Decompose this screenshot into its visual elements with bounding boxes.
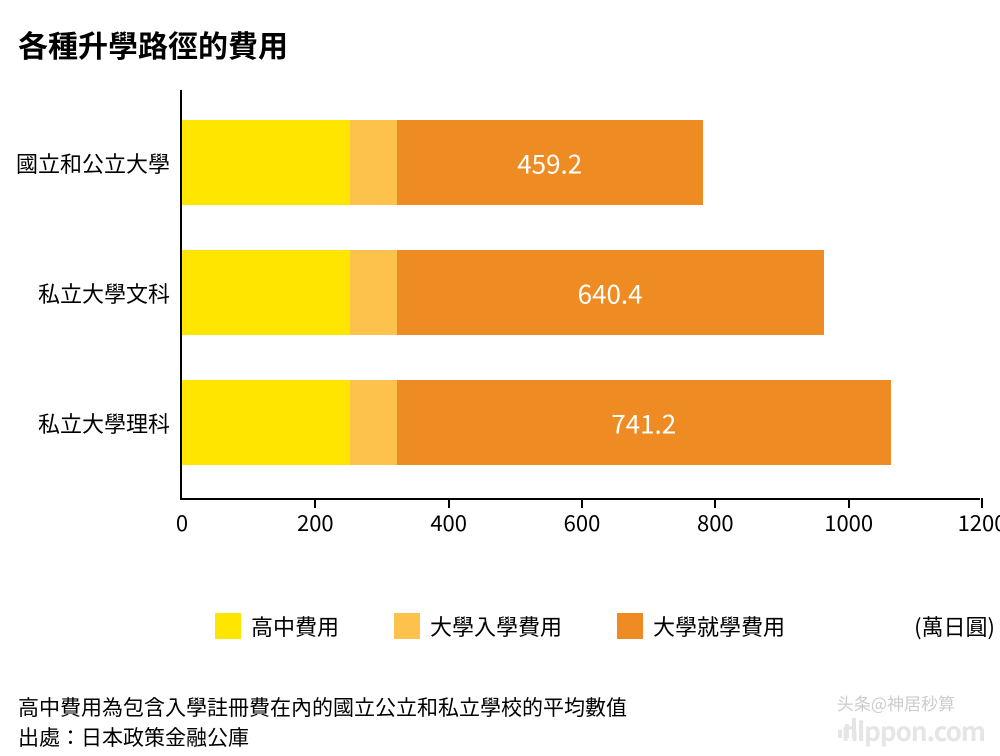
bar-value-label: 640.4 [578,274,643,311]
watermark-brand: nippon.com [842,712,985,749]
category-label: 私立大學理科 [0,407,170,439]
x-tick-label: 1000 [824,506,873,538]
bar-segment: 640.4 [397,250,824,335]
bar-segment [350,120,397,205]
bar-segment [182,380,350,465]
legend-item: 高中費用 [215,610,339,642]
bar-segment [350,380,397,465]
bar-segment: 741.2 [397,380,891,465]
footnote-1: 高中費用為包含入學註冊費在內的國立公立和私立學校的平均數值 [18,692,627,722]
legend-item: 大學入學費用 [394,610,562,642]
chart-title: 各種升學路徑的費用 [18,22,288,66]
x-tick-label: 200 [297,506,334,538]
legend-label: 大學入學費用 [430,610,562,642]
chart-area: 020040060080010001200459.2640.4741.2 (萬日… [0,90,1000,570]
footnote-2: 出處：日本政策金融公庫 [18,722,249,752]
bar-segment: 459.2 [397,120,703,205]
bar-segment [182,120,350,205]
bar-row: 741.2 [182,380,980,465]
legend-label: 高中費用 [251,610,339,642]
legend-item: 大學就學費用 [617,610,785,642]
bar-value-label: 459.2 [517,144,582,181]
x-tick-label: 600 [564,506,601,538]
x-tick-label: 800 [697,506,734,538]
legend-swatch [215,613,241,639]
x-tick-label: 1200 [958,506,1000,538]
x-tick-label: 400 [430,506,467,538]
legend-swatch [394,613,420,639]
category-label: 國立和公立大學 [0,147,170,179]
bar-value-label: 741.2 [611,404,676,441]
bar-segment [350,250,397,335]
bar-row: 459.2 [182,120,980,205]
legend-label: 大學就學費用 [653,610,785,642]
category-label: 私立大學文科 [0,277,170,309]
chart-container: 各種升學路徑的費用 0 200 400 600 800 1000 1200 459.2 640.… [0,0,1000,756]
plot-area: 020040060080010001200459.2640.4741.2 [180,90,980,500]
x-tick-label: 0 [176,506,188,538]
bar-row: 640.4 [182,250,980,335]
legend: 高中費用 大學入學費用 大學就學費用 [0,610,1000,644]
bar-segment [182,250,350,335]
legend-swatch [617,613,643,639]
